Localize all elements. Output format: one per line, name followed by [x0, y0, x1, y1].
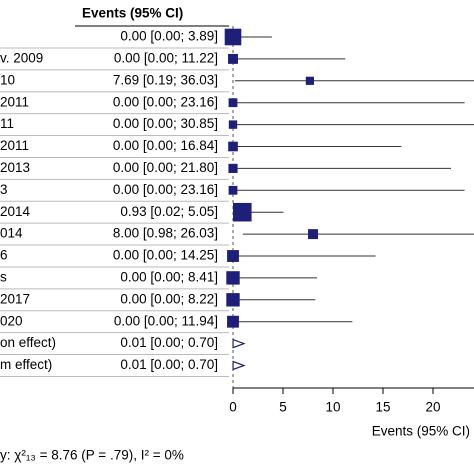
- heterogeneity-note: y: χ²₁₃ = 8.76 (P = .79), I² = 0%: [0, 448, 184, 463]
- ci-label: 0.00 [0.00; 21.80]: [113, 160, 218, 175]
- ci-label: 0.00 [0.00; 23.16]: [113, 182, 218, 197]
- x-tick-label: 10: [325, 400, 340, 415]
- point-estimate: [228, 141, 238, 152]
- ci-label: 0.01 [0.00; 0.70]: [120, 335, 218, 350]
- study-label: 2013: [0, 160, 30, 175]
- study-label: 014: [0, 226, 23, 241]
- point-estimate: [228, 120, 238, 129]
- point-estimate: [228, 163, 238, 173]
- ci-label: 8.00 [0.98; 26.03]: [113, 226, 218, 241]
- study-label: 2011: [0, 138, 29, 153]
- column-header: Events (95% CI): [82, 6, 183, 21]
- pooled-diamond: [232, 360, 246, 371]
- study-label: on effect): [0, 335, 56, 350]
- study-label: 3: [0, 182, 8, 197]
- ci-label: 0.00 [0.00; 3.89]: [120, 29, 218, 44]
- point-estimate: [228, 98, 238, 108]
- x-axis-label: Events (95% CI): [372, 424, 470, 439]
- study-label: 2014: [0, 204, 31, 219]
- study-label: 2011: [0, 94, 29, 109]
- ci-label: 0.00 [0.00; 8.41]: [120, 269, 218, 284]
- x-tick-label: 5: [279, 400, 287, 415]
- study-label: v. 2009: [0, 50, 43, 65]
- ci-label: 0.93 [0.02; 5.05]: [120, 204, 218, 219]
- point-estimate: [224, 28, 242, 46]
- ci-label: 0.01 [0.00; 0.70]: [120, 357, 218, 372]
- study-label: 10: [0, 72, 15, 87]
- ci-label: 0.00 [0.00; 11.22]: [114, 50, 218, 65]
- ci-label: 0.00 [0.00; 14.25]: [113, 248, 218, 263]
- point-estimate: [227, 315, 239, 328]
- study-label: 2017: [0, 291, 30, 306]
- ci-label: 0.00 [0.00; 30.85]: [113, 116, 218, 131]
- study-label: 6: [0, 248, 8, 263]
- ci-label: 0.00 [0.00; 11.94]: [114, 313, 218, 328]
- ci-label: 0.00 [0.00; 23.16]: [113, 94, 218, 109]
- study-label: 11: [0, 116, 14, 131]
- point-estimate: [228, 53, 238, 64]
- x-tick-label: 15: [375, 400, 390, 415]
- point-estimate: [227, 250, 239, 262]
- point-estimate: [226, 271, 240, 285]
- study-label: m effect): [0, 357, 52, 372]
- pooled-diamond: [232, 338, 246, 349]
- x-tick-label: 0: [229, 400, 237, 415]
- point-estimate: [233, 202, 252, 222]
- point-estimate: [228, 185, 238, 195]
- point-estimate: [305, 76, 314, 85]
- ci-label: 7.69 [0.19; 36.03]: [113, 72, 218, 87]
- ci-label: 0.00 [0.00; 16.84]: [113, 138, 218, 153]
- point-estimate: [226, 293, 240, 307]
- x-tick-label: 20: [425, 400, 440, 415]
- study-label: 020: [0, 313, 23, 328]
- ci-label: 0.00 [0.00; 8.22]: [120, 291, 218, 306]
- study-label: s: [0, 269, 7, 284]
- point-estimate: [308, 229, 318, 240]
